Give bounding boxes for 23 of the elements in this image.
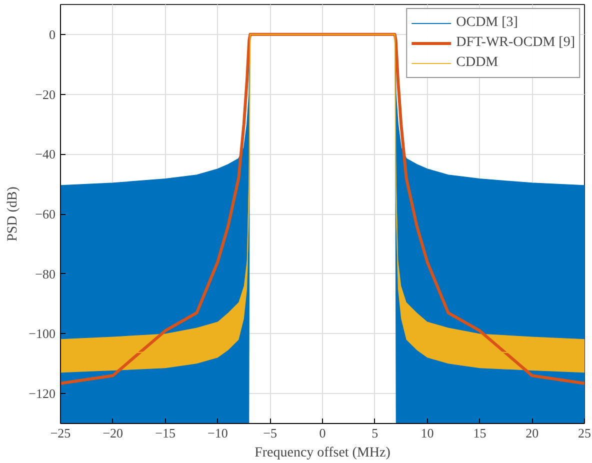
legend-label: OCDM [3] [456, 15, 518, 31]
x-tick-label: 5 [372, 426, 378, 440]
y-tick-label: −20 [35, 86, 56, 102]
y-tick-label: −80 [35, 266, 56, 282]
x-tick-label: 25 [578, 426, 591, 440]
y-tick-label: −60 [35, 206, 56, 222]
y-tick-label: 0 [49, 26, 56, 42]
x-tick-label: −15 [155, 426, 176, 440]
x-tick-label: 15 [473, 426, 486, 440]
x-tick-label: 0 [319, 426, 326, 440]
x-axis-title: Frequency offset (MHz) [254, 446, 391, 460]
y-tick-label: −120 [28, 386, 56, 402]
x-tick-label: 20 [526, 426, 539, 440]
x-tick-label: −20 [102, 426, 124, 440]
x-tick-label: −25 [50, 426, 71, 440]
legend-label: CDDM [456, 55, 498, 71]
x-tick-label: −10 [208, 426, 228, 440]
y-tick-label: −40 [35, 146, 56, 162]
x-tick-label: −5 [263, 426, 278, 440]
y-tick-label: −100 [28, 326, 56, 342]
legend-label: DFT-WR-OCDM [9] [456, 35, 575, 51]
y-axis-title: PSD (dB) [6, 186, 21, 242]
x-tick-label: 10 [420, 426, 434, 440]
